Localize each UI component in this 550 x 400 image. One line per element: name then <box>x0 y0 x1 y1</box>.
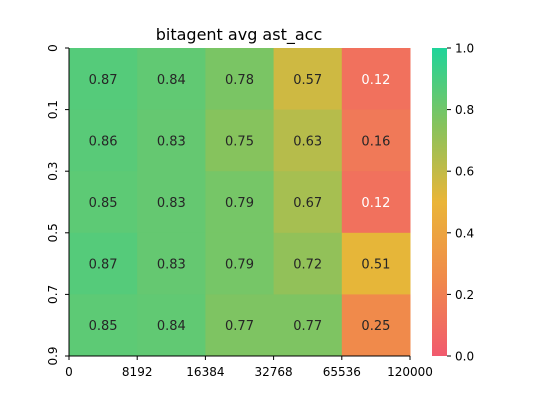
cell-value-label: 0.87 <box>89 258 118 273</box>
heatmap-cell <box>273 48 343 111</box>
colorbar-tick-label: 0.0 <box>455 350 474 364</box>
heatmap-cell <box>341 109 411 172</box>
cell-value-label: 0.67 <box>293 196 322 211</box>
y-axis: 0 0.1 0.3 0.5 0.7 0.9 <box>46 44 70 366</box>
heatmap-cells: 0.87 0.84 0.78 0.57 0.12 0.86 0.83 0.75 0.63 0.16… <box>69 48 411 357</box>
colorbar-tick-label: 0.2 <box>455 288 474 302</box>
cell-value-label: 0.83 <box>157 196 186 211</box>
cell-value-label: 0.85 <box>89 196 118 211</box>
x-axis: 0 8192 16384 32768 65536 120000 <box>65 355 433 379</box>
heatmap-cell <box>341 48 411 111</box>
heatmap-cell <box>341 232 411 295</box>
cell-value-label: 0.77 <box>225 319 254 334</box>
colorbar-tick-label: 1.0 <box>455 42 474 56</box>
heatmap-cell <box>137 294 206 357</box>
heatmap-cell <box>69 48 138 111</box>
heatmap-cell <box>69 109 138 172</box>
cell-value-label: 0.16 <box>361 134 390 149</box>
heatmap-cell <box>69 294 138 357</box>
x-tick-label: 8192 <box>122 365 153 379</box>
heatmap-cell <box>137 48 206 111</box>
cell-value-label: 0.12 <box>361 73 390 88</box>
heatmap-cell <box>273 232 343 295</box>
heatmap-cell <box>341 171 411 234</box>
cell-value-label: 0.84 <box>157 319 186 334</box>
cell-value-label: 0.63 <box>293 134 322 149</box>
colorbar-gradient <box>432 48 447 356</box>
y-tick-label: 0.9 <box>46 346 60 365</box>
colorbar-tick-label: 0.8 <box>455 103 474 117</box>
cell-value-label: 0.79 <box>225 258 254 273</box>
heatmap-cell <box>273 294 343 357</box>
cell-value-label: 0.85 <box>89 319 118 334</box>
cell-value-label: 0.75 <box>225 134 254 149</box>
chart-title: bitagent avg ast_acc <box>156 25 323 45</box>
heatmap-cell <box>273 109 343 172</box>
x-tick-label: 0 <box>65 365 73 379</box>
heatmap-cell <box>69 232 138 295</box>
x-tick-label: 65536 <box>323 365 361 379</box>
y-tick-label: 0 <box>46 44 60 52</box>
x-tick-label: 120000 <box>387 365 433 379</box>
cell-value-label: 0.57 <box>293 73 322 88</box>
cell-value-label: 0.83 <box>157 258 186 273</box>
x-tick-label: 32768 <box>255 365 293 379</box>
heatmap-cell <box>205 232 275 295</box>
colorbar-tick-label: 0.6 <box>455 165 474 179</box>
heatmap-cell <box>137 171 206 234</box>
cell-value-label: 0.72 <box>293 258 322 273</box>
cell-value-label: 0.25 <box>361 319 390 334</box>
cell-value-label: 0.12 <box>361 196 390 211</box>
heatmap-cell <box>273 171 343 234</box>
heatmap-cell <box>69 171 138 234</box>
cell-value-label: 0.86 <box>89 134 118 149</box>
colorbar-tick-label: 0.4 <box>455 226 474 240</box>
heatmap-cell <box>137 232 206 295</box>
heatmap-cell <box>205 48 275 111</box>
cell-value-label: 0.83 <box>157 134 186 149</box>
y-tick-label: 0.3 <box>46 162 60 181</box>
cell-value-label: 0.84 <box>157 73 186 88</box>
heatmap-cell <box>205 171 275 234</box>
x-tick-label: 16384 <box>186 365 224 379</box>
y-tick-label: 0.7 <box>46 285 60 304</box>
heatmap-cell <box>137 109 206 172</box>
y-tick-label: 0.5 <box>46 223 60 242</box>
cell-value-label: 0.78 <box>225 73 254 88</box>
heatmap-cell <box>205 109 275 172</box>
heatmap-cell <box>341 294 411 357</box>
cell-value-label: 0.79 <box>225 196 254 211</box>
heatmap-cell <box>205 294 275 357</box>
cell-value-label: 0.87 <box>89 73 118 88</box>
cell-value-label: 0.51 <box>361 258 390 273</box>
y-tick-label: 0.1 <box>46 100 60 119</box>
colorbar: 0.0 0.2 0.4 0.6 0.8 1.0 <box>432 42 474 364</box>
cell-value-label: 0.77 <box>293 319 322 334</box>
